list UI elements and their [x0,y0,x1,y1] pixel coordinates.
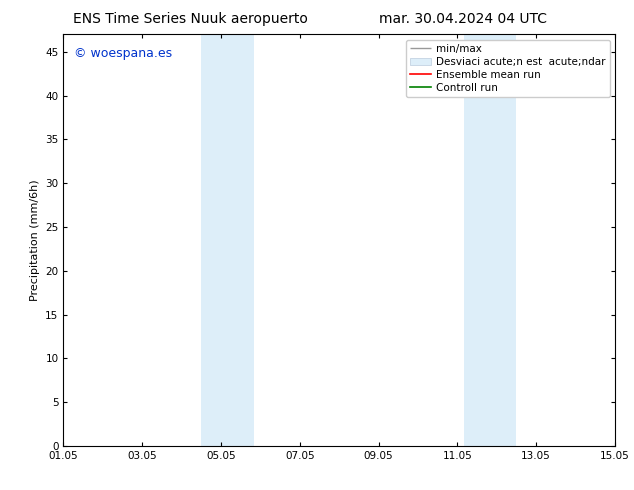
Text: © woespana.es: © woespana.es [74,47,172,60]
Text: ENS Time Series Nuuk aeropuerto: ENS Time Series Nuuk aeropuerto [73,12,307,26]
Legend: min/max, Desviaci acute;n est  acute;ndar, Ensemble mean run, Controll run: min/max, Desviaci acute;n est acute;ndar… [406,40,610,97]
Bar [490,34,517,446]
Y-axis label: Precipitation (mm/6h): Precipitation (mm/6h) [30,179,40,301]
Bar [228,34,254,446]
Bar [464,34,490,446]
Bar [202,34,228,446]
Text: mar. 30.04.2024 04 UTC: mar. 30.04.2024 04 UTC [379,12,547,26]
